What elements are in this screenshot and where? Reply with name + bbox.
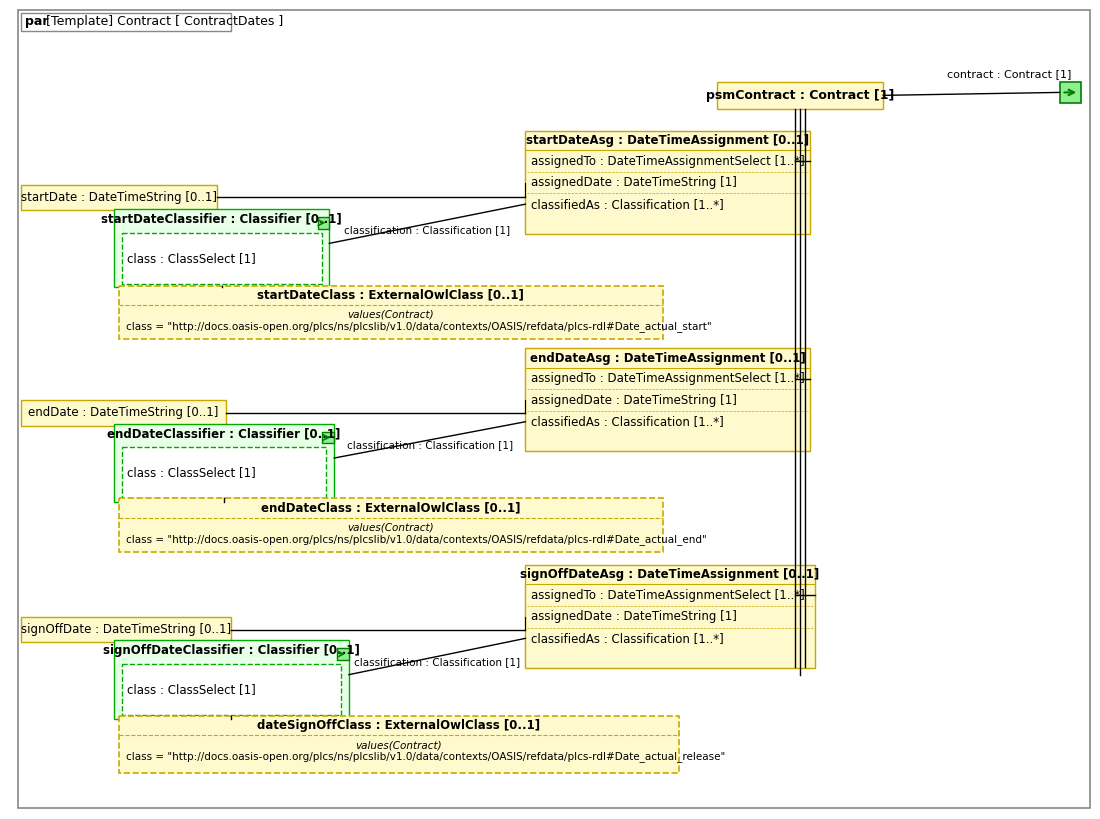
Text: assignedDate : DateTimeString [1]: assignedDate : DateTimeString [1] [531,176,737,189]
FancyBboxPatch shape [121,233,321,283]
FancyBboxPatch shape [121,664,341,715]
Text: class : ClassSelect [1]: class : ClassSelect [1] [128,251,256,265]
Text: endDateClassifier : Classifier [0..1]: endDateClassifier : Classifier [0..1] [108,427,341,440]
Text: startDateClassifier : Classifier [0..1]: startDateClassifier : Classifier [0..1] [101,212,342,225]
FancyBboxPatch shape [21,617,231,642]
FancyBboxPatch shape [716,82,883,109]
Text: signOffDate : DateTimeString [0..1]: signOffDate : DateTimeString [0..1] [21,623,231,636]
Text: classifiedAs : Classification [1..*]: classifiedAs : Classification [1..*] [531,197,724,210]
FancyBboxPatch shape [21,400,227,426]
Text: classification : Classification [1]: classification : Classification [1] [346,440,513,450]
Text: endDate : DateTimeString [0..1]: endDate : DateTimeString [0..1] [29,406,219,419]
FancyBboxPatch shape [119,498,662,552]
Text: endDateAsg : DateTimeAssignment [0..1]: endDateAsg : DateTimeAssignment [0..1] [529,351,805,364]
Text: startDateAsg : DateTimeAssignment [0..1]: startDateAsg : DateTimeAssignment [0..1] [526,134,810,147]
FancyBboxPatch shape [322,432,334,443]
Text: assignedTo : DateTimeAssignmentSelect [1..*]: assignedTo : DateTimeAssignmentSelect [1… [531,372,805,385]
Text: assignedTo : DateTimeAssignmentSelect [1..*]: assignedTo : DateTimeAssignmentSelect [1… [531,589,805,602]
FancyBboxPatch shape [21,13,231,30]
Text: class : ClassSelect [1]: class : ClassSelect [1] [128,466,256,479]
FancyBboxPatch shape [318,217,329,229]
Text: assignedTo : DateTimeAssignmentSelect [1..*]: assignedTo : DateTimeAssignmentSelect [1… [531,155,805,168]
FancyBboxPatch shape [119,286,662,339]
Text: classification : Classification [1]: classification : Classification [1] [344,225,510,236]
Text: contract : Contract [1]: contract : Contract [1] [947,69,1071,79]
Text: assignedDate : DateTimeString [1]: assignedDate : DateTimeString [1] [531,394,737,407]
Text: signOffDateAsg : DateTimeAssignment [0..1]: signOffDateAsg : DateTimeAssignment [0..… [520,568,820,581]
Text: values(Contract): values(Contract) [355,740,442,750]
FancyBboxPatch shape [338,648,349,660]
FancyBboxPatch shape [119,716,680,772]
Text: values(Contract): values(Contract) [348,523,433,532]
Text: values(Contract): values(Contract) [348,310,433,320]
Text: startDate : DateTimeString [0..1]: startDate : DateTimeString [0..1] [21,191,217,204]
Text: class = "http://docs.oasis-open.org/plcs/ns/plcslib/v1.0/data/contexts/OASIS/ref: class = "http://docs.oasis-open.org/plcs… [126,534,707,545]
FancyBboxPatch shape [113,209,329,287]
Text: classifiedAs : Classification [1..*]: classifiedAs : Classification [1..*] [531,632,724,645]
FancyBboxPatch shape [526,131,810,233]
FancyBboxPatch shape [526,348,810,451]
FancyBboxPatch shape [121,447,327,498]
Text: class = "http://docs.oasis-open.org/plcs/ns/plcslib/v1.0/data/contexts/OASIS/ref: class = "http://docs.oasis-open.org/plcs… [126,321,712,333]
FancyBboxPatch shape [113,423,334,502]
Text: assignedDate : DateTimeString [1]: assignedDate : DateTimeString [1] [531,610,737,623]
Text: signOffDateClassifier : Classifier [0..1]: signOffDateClassifier : Classifier [0..1… [103,644,360,657]
Text: class : ClassSelect [1]: class : ClassSelect [1] [128,683,256,696]
Text: [Template] Contract [ ContractDates ]: [Template] Contract [ ContractDates ] [42,16,284,29]
FancyBboxPatch shape [526,565,814,667]
FancyBboxPatch shape [21,184,217,210]
FancyBboxPatch shape [1059,82,1081,103]
Text: class = "http://docs.oasis-open.org/plcs/ns/plcslib/v1.0/data/contexts/OASIS/ref: class = "http://docs.oasis-open.org/plcs… [126,752,726,762]
Text: dateSignOffClass : ExternalOwlClass [0..1]: dateSignOffClass : ExternalOwlClass [0..… [257,719,540,732]
Text: endDateClass : ExternalOwlClass [0..1]: endDateClass : ExternalOwlClass [0..1] [261,501,520,514]
Text: startDateClass : ExternalOwlClass [0..1]: startDateClass : ExternalOwlClass [0..1] [257,289,524,302]
Text: psmContract : Contract [1]: psmContract : Contract [1] [705,88,894,102]
Text: classifiedAs : Classification [1..*]: classifiedAs : Classification [1..*] [531,415,724,428]
FancyBboxPatch shape [113,640,349,719]
Text: par: par [25,16,50,29]
Text: classification : Classification [1]: classification : Classification [1] [354,657,520,667]
